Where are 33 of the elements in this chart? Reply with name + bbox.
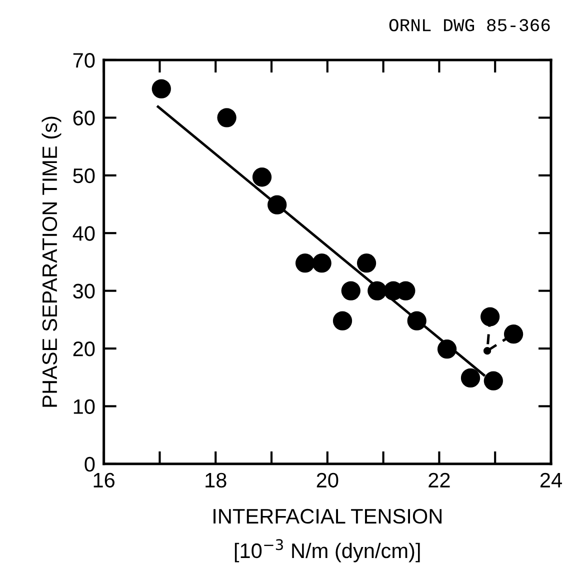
y-tick-label: 10 bbox=[74, 399, 95, 414]
x-tick-label: 22 bbox=[428, 472, 450, 488]
point bbox=[252, 168, 272, 187]
y-tick-label: 50 bbox=[73, 168, 95, 184]
x-axis-title: INTERFACIAL TENSION [10$^{−3}$ N/m (dyn/cm)] bbox=[214, 508, 442, 562]
point bbox=[504, 324, 524, 344]
x-tick-label: 16 bbox=[94, 472, 114, 488]
point bbox=[407, 311, 426, 330]
y-axis-title: PHASE SEPARATION TIME (s) bbox=[42, 116, 62, 407]
y-tick-label: 0 bbox=[84, 456, 95, 472]
y-tick-label: 60 bbox=[73, 110, 95, 126]
point bbox=[356, 254, 376, 273]
point bbox=[368, 281, 387, 300]
text: ORNL DWG 85-366 bbox=[389, 19, 550, 32]
point bbox=[332, 311, 352, 330]
x-tick-label: 20 bbox=[316, 472, 338, 488]
point bbox=[295, 254, 315, 273]
point bbox=[484, 371, 503, 390]
point bbox=[480, 307, 500, 326]
point bbox=[268, 195, 287, 214]
point bbox=[437, 340, 457, 359]
x-tick-label: 18 bbox=[206, 472, 226, 488]
point bbox=[312, 254, 332, 273]
point bbox=[152, 79, 171, 98]
point bbox=[460, 368, 480, 388]
y-tick-label: 20 bbox=[73, 342, 95, 356]
point bbox=[217, 108, 236, 128]
y-tick-label: 30 bbox=[73, 284, 95, 299]
x-tick-label: 24 bbox=[540, 472, 562, 488]
point bbox=[483, 347, 492, 355]
y-tick-label: 70 bbox=[73, 52, 95, 68]
point bbox=[341, 281, 360, 300]
y-tick-label: 40 bbox=[72, 226, 95, 241]
